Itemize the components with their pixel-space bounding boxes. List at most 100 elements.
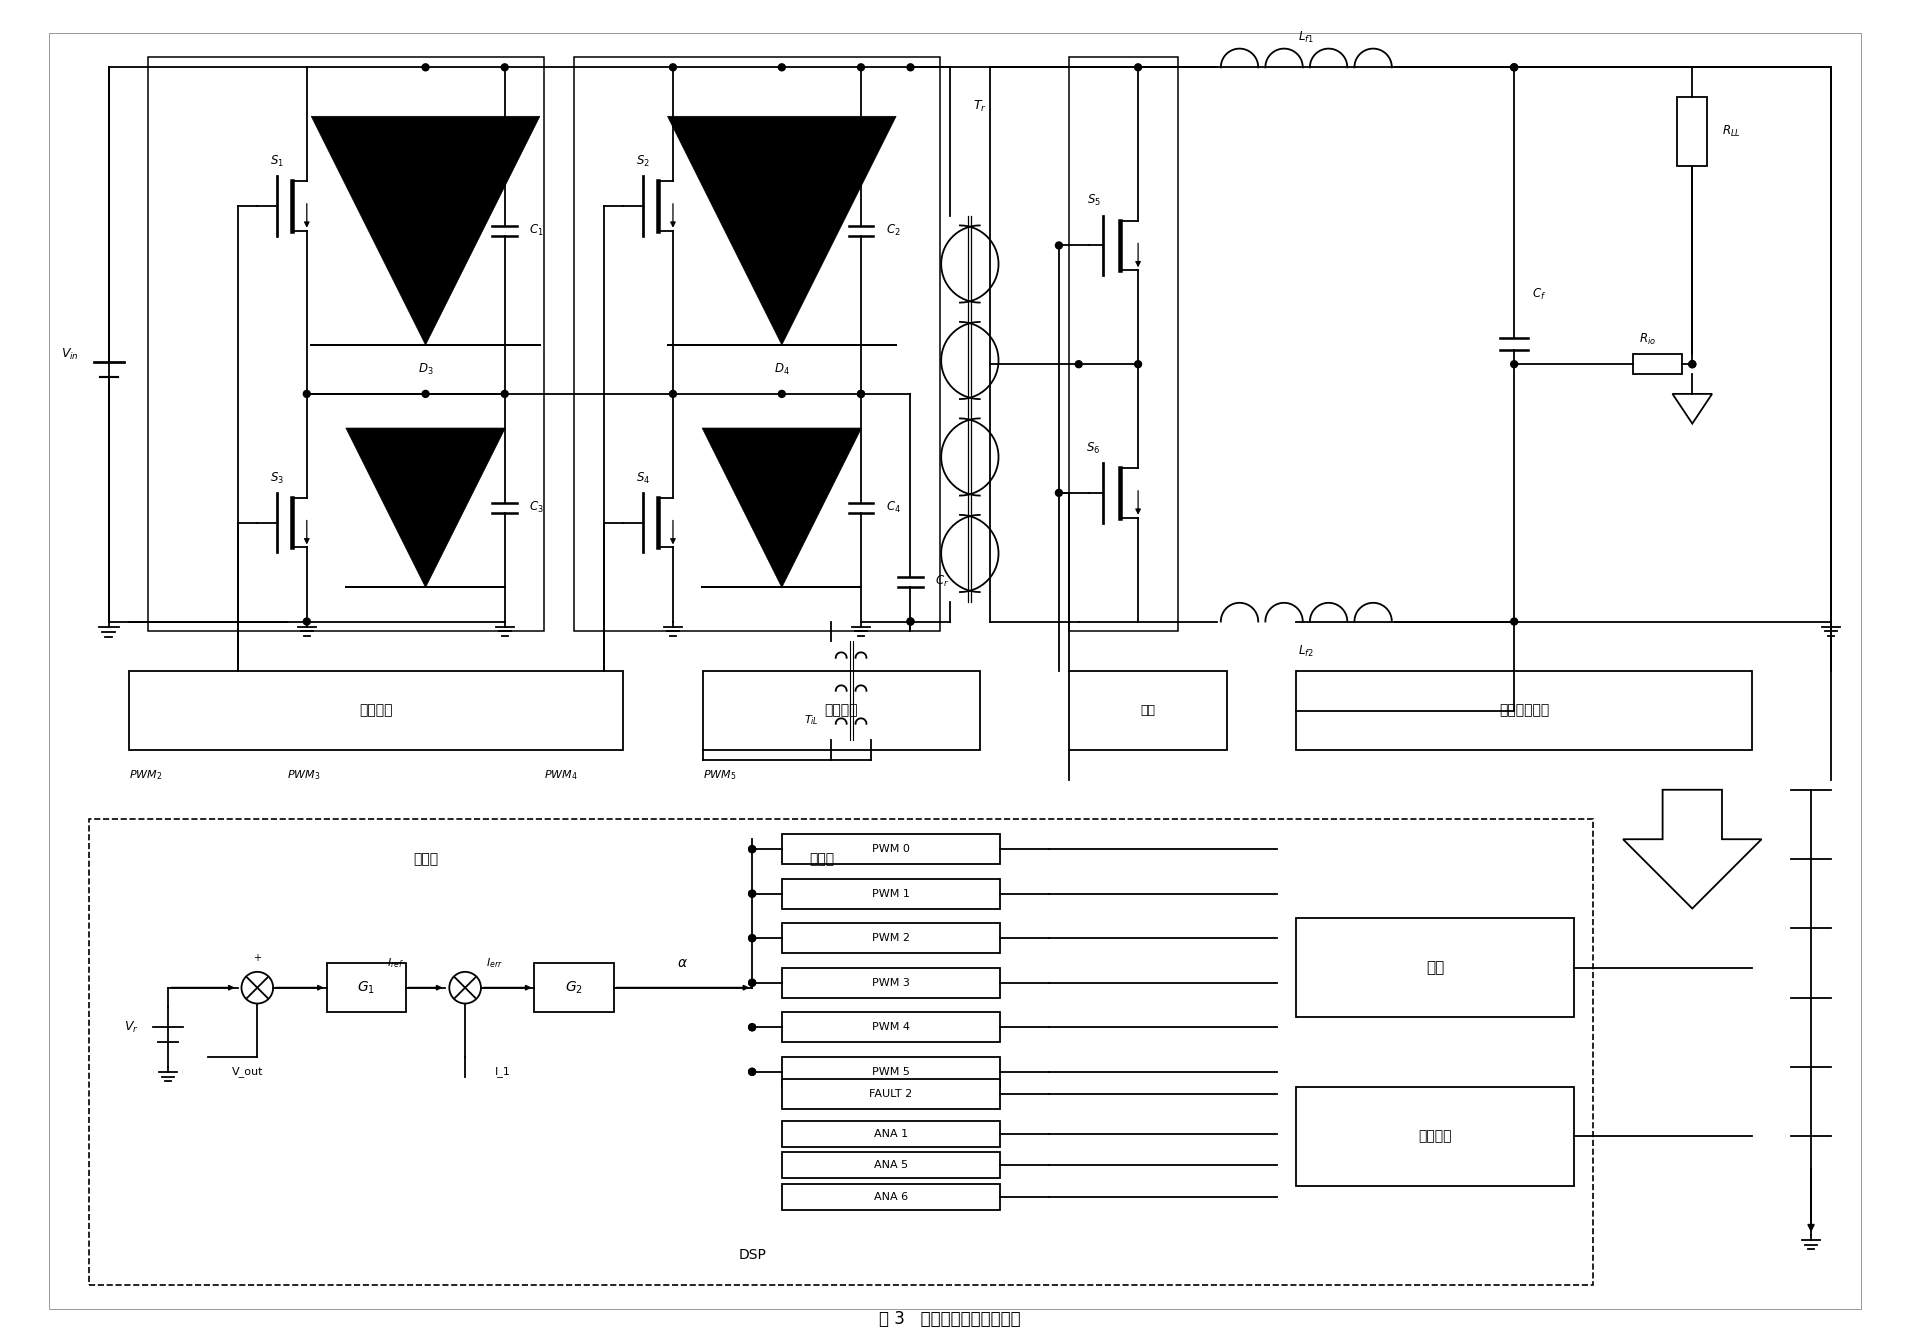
Text: $I_{ref}$: $I_{ref}$ [388,956,405,970]
Bar [90,819,1594,1285]
Circle shape [1055,489,1063,496]
Bar [1068,670,1227,750]
Bar [327,963,405,1012]
Text: $S_1$: $S_1$ [269,154,285,169]
Polygon shape [701,428,862,587]
Circle shape [749,979,755,986]
Text: $T_{iL}$: $T_{iL}$ [805,713,820,727]
Text: $D_1$: $D_1$ [419,307,434,322]
Text: $C_2$: $C_2$ [885,223,900,239]
Bar [782,878,999,908]
Text: 电流采样: 电流采样 [824,704,858,717]
Text: PWM 4: PWM 4 [871,1022,910,1033]
Circle shape [669,64,676,71]
Text: $D_4$: $D_4$ [774,362,789,377]
Text: PWM 3: PWM 3 [871,978,910,988]
Text: $R_{LL}$: $R_{LL}$ [1722,125,1741,139]
Circle shape [1135,361,1141,367]
Circle shape [749,935,755,941]
Circle shape [1135,64,1141,71]
Text: $C_r$: $C_r$ [934,574,950,590]
Text: 隔离驱动: 隔离驱动 [359,704,394,717]
Text: $C_1$: $C_1$ [529,223,545,239]
Text: I_1: I_1 [495,1066,510,1077]
Text: $G_2$: $G_2$ [566,979,583,996]
Text: $S_2$: $S_2$ [636,154,650,169]
Circle shape [1512,361,1517,367]
Circle shape [858,390,864,397]
Circle shape [1512,618,1517,625]
Bar [1068,58,1177,632]
Polygon shape [346,428,505,587]
Polygon shape [667,117,896,345]
Text: 电流环: 电流环 [808,852,833,866]
Circle shape [749,979,755,986]
Text: $PWM_2$: $PWM_2$ [128,768,162,782]
Text: ANA 1: ANA 1 [873,1129,908,1139]
Bar [1296,1086,1573,1185]
Circle shape [1512,64,1517,71]
Text: $PWM_3$: $PWM_3$ [287,768,321,782]
Bar [782,1121,999,1147]
Circle shape [669,390,676,397]
Bar [782,1057,999,1086]
Text: $C_4$: $C_4$ [885,500,900,515]
Circle shape [1689,361,1695,367]
Bar [782,968,999,998]
Circle shape [749,1023,755,1031]
Circle shape [749,890,755,897]
Circle shape [1512,64,1517,71]
Text: 输出电流采样: 输出电流采样 [1498,704,1550,717]
Text: $R_{io}$: $R_{io}$ [1640,333,1657,347]
Text: PWM 2: PWM 2 [871,933,910,943]
Text: $V_r$: $V_r$ [124,1019,140,1035]
Text: 电压环: 电压环 [413,852,438,866]
Text: $C_f$: $C_f$ [1533,287,1546,303]
Bar [573,58,940,632]
Bar [535,963,613,1012]
Circle shape [304,618,310,625]
Bar [1678,97,1707,166]
Polygon shape [311,117,539,345]
Bar [782,1184,999,1210]
Text: 图 3   被测系统注入点示意图: 图 3 被测系统注入点示意图 [879,1310,1020,1328]
Bar [128,670,623,750]
Text: $PWM_4$: $PWM_4$ [545,768,579,782]
Text: 保护: 保护 [1426,960,1445,975]
Circle shape [858,390,864,397]
Text: +: + [254,953,262,963]
Text: ANA 6: ANA 6 [873,1192,908,1202]
Bar [782,1080,999,1109]
Circle shape [908,618,913,625]
Text: $C_3$: $C_3$ [529,500,545,515]
Text: $D_2$: $D_2$ [774,307,789,322]
Text: $D_3$: $D_3$ [419,362,434,377]
Circle shape [749,935,755,941]
Circle shape [858,64,864,71]
Text: PWM 0: PWM 0 [871,843,910,854]
Text: PWM 5: PWM 5 [871,1067,910,1077]
Text: FAULT 2: FAULT 2 [870,1089,912,1100]
Text: $PWM_5$: $PWM_5$ [703,768,736,782]
Circle shape [1076,361,1082,367]
Text: $S_4$: $S_4$ [636,471,650,485]
Circle shape [1055,241,1063,249]
Text: ANA 5: ANA 5 [873,1160,908,1171]
Circle shape [422,390,428,397]
Circle shape [778,64,785,71]
Circle shape [1689,361,1695,367]
Circle shape [749,1069,755,1075]
Bar [703,670,980,750]
Text: $\alpha$: $\alpha$ [676,956,688,970]
Bar [782,1152,999,1179]
Text: $G_1$: $G_1$ [357,979,375,996]
Text: V_out: V_out [231,1066,264,1077]
Circle shape [422,64,428,71]
Bar [782,924,999,953]
Text: $V_{in}$: $V_{in}$ [61,347,78,362]
Circle shape [749,890,755,897]
Text: $L_{f1}$: $L_{f1}$ [1298,30,1315,46]
Circle shape [749,846,755,853]
Bar [1296,919,1573,1018]
Text: $T_r$: $T_r$ [973,99,986,114]
